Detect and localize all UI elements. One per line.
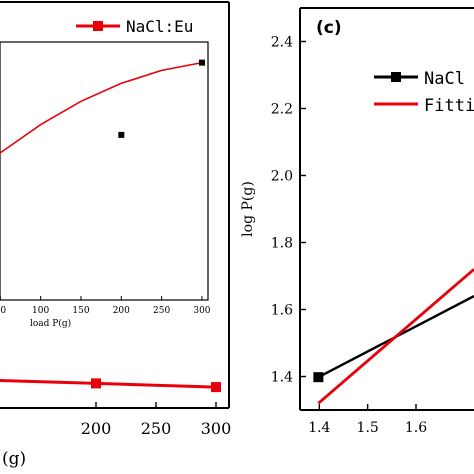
inset-x-tick-label: 300 — [193, 306, 210, 316]
right-y-tick-label: 2.4 — [271, 35, 293, 51]
right-series — [313, 268, 474, 405]
right-x-tick-label: 1.5 — [357, 420, 379, 436]
right-x-tick-label: 1.4 — [308, 420, 330, 436]
right-y-axis-label: log P(g) — [240, 181, 256, 237]
left-legend-label: NaCl:Eu — [126, 17, 193, 36]
right-series-line-1 — [317, 268, 474, 405]
inset-x-ticks: 50 100 150 200 250 300 — [0, 296, 211, 316]
right-series-marker — [313, 372, 324, 383]
inset-x-tick-label: 250 — [153, 306, 170, 316]
left-x-tick-label: 300 — [201, 419, 232, 438]
inset-data-point — [198, 59, 205, 66]
inset-data-point — [118, 131, 125, 138]
left-legend: NaCl:Eu — [76, 17, 193, 36]
inset-x-tick-label: 100 — [32, 306, 49, 316]
inset-x-tick-label: 50 — [0, 306, 6, 316]
right-legend-marker-0 — [391, 72, 401, 82]
right-legend-label-0: NaCl — [424, 69, 465, 89]
left-legend-swatch-marker — [93, 21, 103, 31]
left-x-axis-label: (g) — [2, 449, 26, 469]
left-panel: 200 250 300 (g) NaCl:Eu — [0, 1, 232, 469]
right-legend-label-1: Fitti — [424, 96, 474, 116]
inset-x-axis-label: load P(g) — [30, 318, 71, 329]
inset-x-tick-label: 200 — [113, 306, 130, 316]
left-series-line — [0, 378, 217, 389]
inset-panel: 50 100 150 200 250 300 load P(g) — [0, 41, 211, 329]
right-panel: (c) 1.4 1.6 1.8 2.0 2.2 2.4 1.4 1.5 1.6 log P(g… — [240, 7, 474, 436]
right-y-tick-label: 1.8 — [271, 236, 293, 252]
left-series — [0, 378, 221, 393]
inset-x-tick-label: 150 — [72, 306, 89, 316]
right-y-tick-label: 1.6 — [271, 303, 293, 319]
right-y-tick-label: 1.4 — [271, 370, 293, 386]
right-y-tick-label: 2.2 — [271, 102, 293, 118]
right-legend: NaCl Fitti — [374, 69, 474, 116]
inset-points — [118, 59, 205, 138]
left-series-marker — [91, 378, 101, 389]
left-x-tick-label: 200 — [81, 419, 112, 438]
right-y-ticks: 1.4 1.6 1.8 2.0 2.2 2.4 — [271, 35, 306, 386]
inset-frame — [0, 41, 209, 301]
right-y-tick-label: 2.0 — [271, 169, 293, 185]
left-x-ticks: 200 250 300 — [81, 402, 232, 438]
left-series-marker — [211, 382, 221, 393]
right-x-tick-label: 1.6 — [405, 420, 427, 436]
inset-fit-curve — [0, 61, 203, 155]
left-x-tick-label: 250 — [141, 419, 172, 438]
panel-label-c: (c) — [316, 18, 342, 38]
right-x-ticks: 1.4 1.5 1.6 — [308, 404, 427, 436]
